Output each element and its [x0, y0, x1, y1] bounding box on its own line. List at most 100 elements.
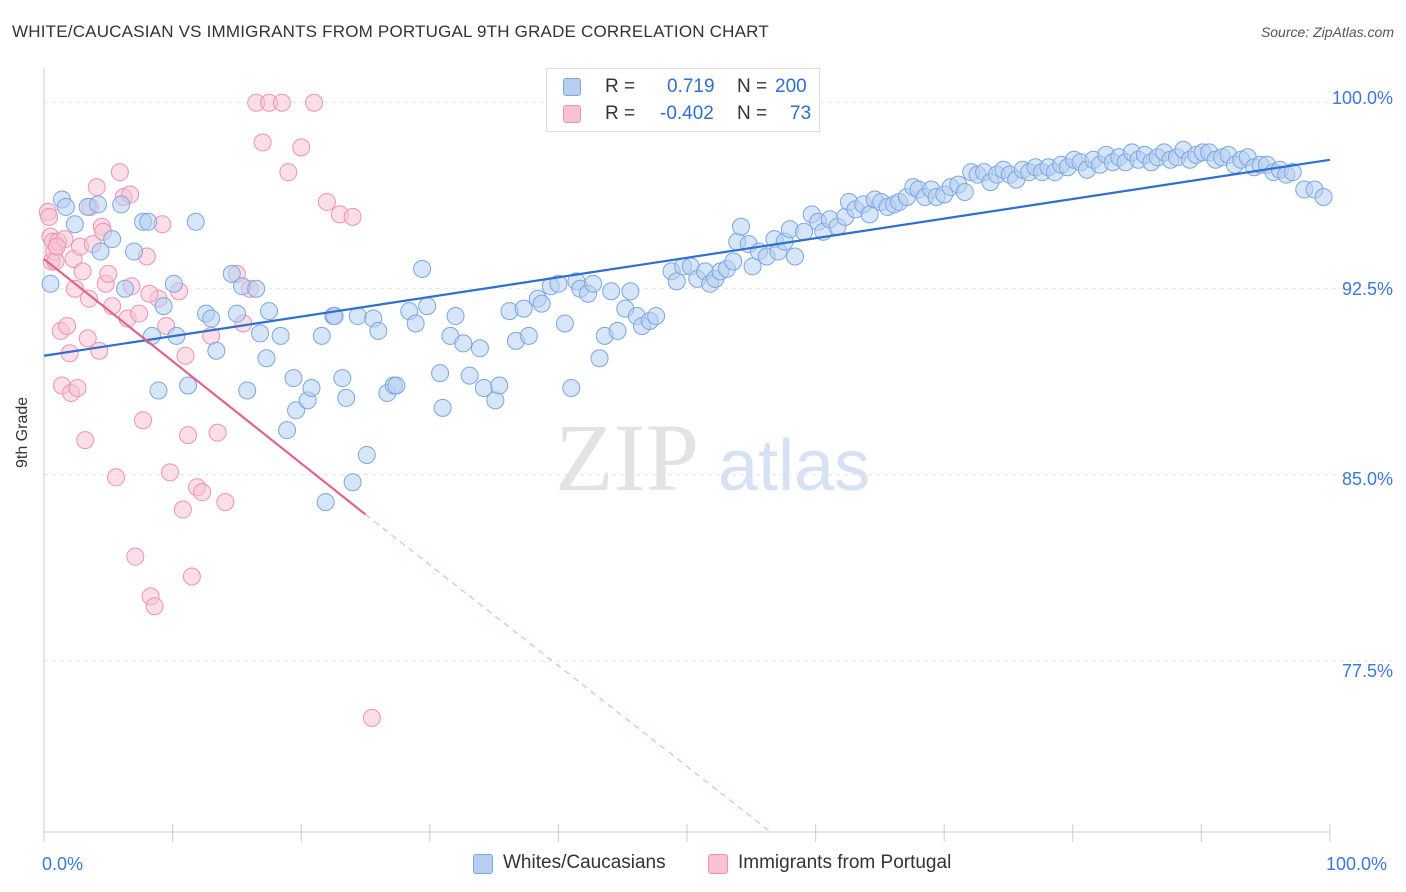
blue-point-56: [433, 398, 452, 417]
pink-point-35: [130, 304, 149, 323]
pink-point-30: [110, 163, 129, 182]
blue-point-8: [112, 195, 131, 214]
blue-point-28: [251, 324, 270, 343]
blue-point-68: [519, 326, 538, 345]
pink-point-47: [182, 567, 201, 586]
blue-point-88: [647, 307, 666, 326]
blue-point-2: [56, 197, 75, 216]
blue-point-7: [103, 230, 122, 249]
blue-point-67: [514, 299, 533, 318]
pink-point-57: [253, 133, 272, 152]
blue-point-26: [238, 381, 257, 400]
blue-r-label: R =: [605, 76, 636, 97]
blue-point-14: [149, 381, 168, 400]
blue-point-45: [357, 445, 376, 464]
blue-point-101: [732, 217, 751, 236]
pink-point-19: [76, 431, 95, 450]
pink-point-63: [317, 192, 336, 211]
legend-blue-swatch: [473, 854, 493, 874]
blue-point-53: [413, 259, 432, 278]
pink-point-1: [40, 207, 59, 226]
blue-point-18: [179, 376, 198, 395]
source-credit: Source: ZipAtlas.com: [1260, 24, 1394, 40]
legend-label-whites: Whites/Caucasians: [503, 852, 666, 873]
stats-legend: R = 0.719 N = 200 R = -0.402 N = 73: [546, 68, 820, 132]
y-tick-label-77-5: 77.5%: [1341, 661, 1393, 681]
blue-point-27: [247, 279, 266, 298]
pink-trend-line: [43, 258, 367, 516]
pink-r-value: -0.402: [660, 103, 714, 124]
pink-point-49: [193, 483, 212, 502]
blue-point-78: [584, 274, 603, 293]
blue-point-190: [1314, 187, 1333, 206]
pink-point-11: [58, 316, 77, 335]
blue-point-136: [955, 183, 974, 202]
watermark: ZIP atlas: [555, 404, 870, 511]
blue-point-84: [621, 282, 640, 301]
blue-point-61: [470, 339, 489, 358]
blue-point-37: [312, 326, 331, 345]
y-axis-label: 9th Grade: [14, 396, 31, 468]
blue-point-22: [207, 341, 226, 360]
blue-point-5: [89, 195, 108, 214]
pink-point-72: [47, 237, 66, 256]
blue-point-90: [667, 272, 686, 291]
blue-point-73: [555, 314, 574, 333]
pink-point-45: [173, 500, 192, 519]
blue-point-38: [316, 493, 335, 512]
blue-point-36: [302, 378, 321, 397]
blue-point-60: [460, 366, 479, 385]
pink-swatch: [563, 105, 581, 123]
blue-point-47: [369, 321, 388, 340]
pink-point-61: [292, 138, 311, 157]
blue-point-58: [446, 307, 465, 326]
blue-point-41: [333, 369, 352, 388]
pink-point-16: [68, 378, 87, 397]
blue-r-value: 0.719: [667, 76, 715, 97]
blue-point-79: [590, 349, 609, 368]
blue-n-label: N =: [737, 76, 768, 97]
pink-point-46: [179, 426, 198, 445]
pink-point-65: [343, 207, 362, 226]
blue-point-42: [337, 388, 356, 407]
blue-point-21: [202, 309, 221, 328]
blue-point-187: [1283, 163, 1302, 182]
blue-point-12: [139, 212, 158, 231]
blue-swatch: [563, 78, 581, 96]
blue-point-15: [154, 297, 173, 316]
blue-trend-line: [43, 158, 1331, 357]
blue-point-52: [406, 314, 425, 333]
blue-point-59: [454, 334, 473, 353]
blue-n-value: 200: [775, 76, 807, 97]
blue-point-55: [431, 364, 450, 383]
blue-point-29: [257, 349, 276, 368]
pink-point-66: [362, 708, 381, 727]
blue-point-19: [186, 212, 205, 231]
blue-point-50: [387, 376, 406, 395]
blue-point-9: [116, 279, 135, 298]
trend-lines: [43, 158, 1331, 833]
pink-point-34: [126, 547, 145, 566]
pink-point-60: [279, 163, 298, 182]
pink-point-67: [176, 346, 195, 365]
blue-point-82: [608, 321, 627, 340]
blue-point-33: [284, 369, 303, 388]
y-tick-label-92-5: 92.5%: [1341, 279, 1393, 299]
pink-n-label: N =: [737, 103, 768, 124]
legend-label-portugal: Immigrants from Portugal: [738, 852, 952, 873]
y-tick-label-85: 85.0%: [1341, 469, 1393, 489]
pink-point-52: [216, 493, 235, 512]
blue-point-103: [743, 257, 762, 276]
blue-point-74: [562, 378, 581, 397]
blue-point-72: [549, 274, 568, 293]
pink-point-51: [208, 423, 227, 442]
pink-point-59: [272, 93, 291, 112]
axes: [43, 68, 1331, 842]
blue-point-0: [41, 274, 60, 293]
pink-point-62: [305, 93, 324, 112]
y-tick-label-100: 100.0%: [1331, 88, 1393, 108]
blue-point-64: [490, 376, 509, 395]
watermark-atlas: atlas: [718, 426, 870, 506]
blue-point-54: [418, 297, 437, 316]
